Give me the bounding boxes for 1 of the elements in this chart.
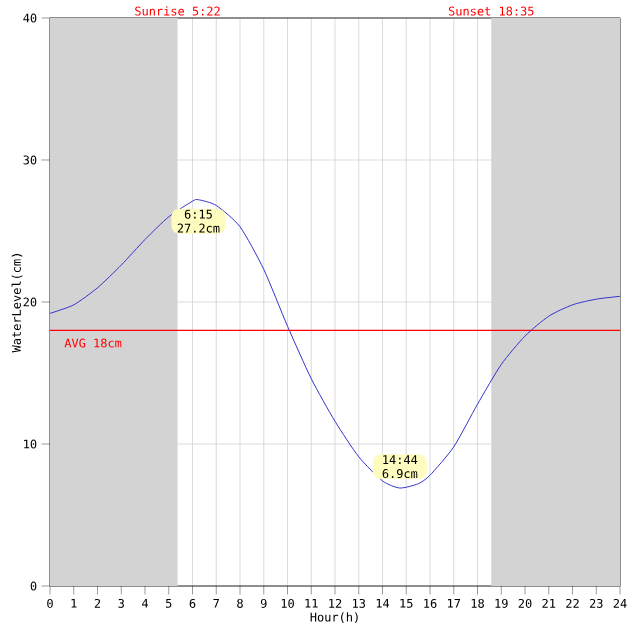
line-series bbox=[49, 199, 621, 489]
